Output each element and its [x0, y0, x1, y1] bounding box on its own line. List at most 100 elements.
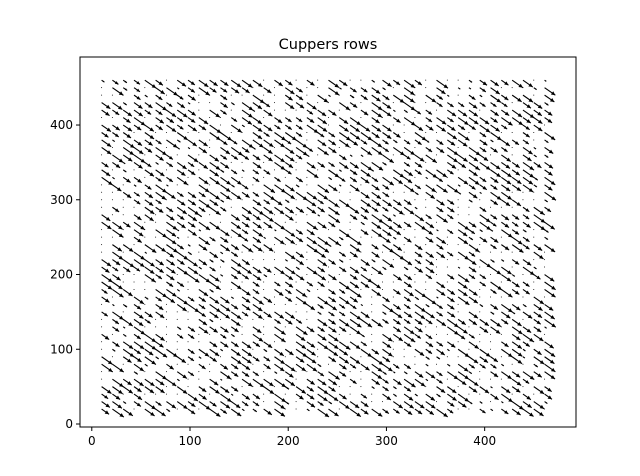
arrow-mark — [209, 408, 221, 418]
arrow-mark — [403, 221, 412, 228]
arrow-mark — [533, 139, 535, 141]
arrow-mark — [349, 408, 362, 418]
arrow-mark — [155, 229, 168, 238]
arrow-mark — [176, 259, 185, 266]
arrow-mark — [403, 131, 405, 133]
arrow-mark — [263, 311, 273, 318]
arrow-mark — [490, 401, 492, 403]
arrow-mark — [263, 169, 271, 175]
arrow-mark — [220, 79, 229, 87]
arrow-mark — [209, 303, 221, 313]
arrow-mark — [274, 356, 286, 365]
arrow-mark — [457, 296, 470, 306]
arrow-mark — [273, 94, 275, 96]
arrow-mark — [447, 401, 455, 407]
arrow-mark — [306, 408, 310, 412]
arrow-mark — [306, 124, 319, 134]
arrow-mark — [306, 191, 318, 200]
arrow-mark — [133, 281, 135, 283]
x-tick-label: 200 — [277, 434, 300, 448]
arrow-mark — [371, 94, 381, 102]
arrow-mark — [382, 318, 389, 325]
arrow-mark — [490, 236, 499, 244]
arrow-mark — [241, 333, 243, 335]
arrow-mark — [511, 259, 520, 265]
arrow-mark — [522, 281, 530, 288]
arrow-mark — [392, 117, 401, 124]
arrow-mark — [522, 124, 530, 131]
arrow-mark — [263, 274, 268, 278]
arrow-mark — [263, 251, 265, 253]
arrow-mark — [220, 333, 227, 339]
arrow-mark — [101, 117, 103, 119]
arrow-mark — [133, 341, 145, 350]
arrow-mark — [112, 87, 124, 96]
arrow-mark — [122, 303, 128, 308]
arrow-mark — [176, 221, 186, 229]
arrow-mark — [209, 296, 220, 305]
arrow-mark — [241, 184, 249, 190]
arrow-mark — [263, 386, 275, 395]
arrow-mark — [392, 393, 397, 397]
arrow-mark — [122, 169, 127, 173]
arrow-mark — [436, 139, 444, 146]
arrow-mark — [295, 393, 304, 400]
arrow-mark — [263, 378, 274, 387]
arrow-mark — [198, 274, 211, 283]
arrow-mark — [295, 371, 297, 373]
arrow-mark — [511, 386, 521, 393]
arrow-mark — [165, 341, 167, 343]
arrow-mark — [317, 281, 325, 288]
arrow-mark — [230, 371, 239, 378]
arrow-mark — [101, 408, 110, 415]
arrow-mark — [155, 139, 162, 145]
arrow-mark — [295, 139, 308, 149]
arrow-mark — [392, 333, 404, 342]
arrow-mark — [468, 206, 470, 208]
arrow-mark — [490, 229, 494, 232]
arrow-mark — [457, 311, 459, 313]
arrow-mark — [263, 124, 273, 132]
arrow-mark — [544, 169, 553, 176]
arrow-mark — [317, 94, 329, 103]
arrow-mark — [436, 191, 438, 193]
arrow-mark — [392, 244, 403, 252]
arrow-mark — [511, 229, 520, 235]
arrow-mark — [457, 109, 468, 117]
arrow-mark — [447, 386, 457, 394]
arrow-mark — [468, 176, 480, 186]
arrow-mark — [220, 348, 224, 352]
arrow-mark — [317, 266, 326, 273]
arrow-mark — [522, 161, 535, 171]
arrow-mark — [295, 356, 305, 363]
arrow-mark — [241, 274, 250, 280]
arrow-mark — [198, 191, 206, 198]
arrow-mark — [166, 378, 177, 387]
arrow-mark — [414, 393, 418, 397]
arrow-mark — [425, 184, 437, 193]
arrow-mark — [457, 79, 459, 81]
arrow-mark — [371, 393, 373, 395]
arrow-mark — [436, 341, 444, 347]
arrow-mark — [317, 221, 327, 229]
arrow-mark — [392, 199, 402, 206]
arrow-mark — [360, 94, 368, 101]
arrow-mark — [155, 117, 165, 124]
arrow-mark — [306, 221, 318, 230]
arrow-mark — [295, 401, 297, 403]
arrow-mark — [533, 326, 542, 333]
arrow-mark — [501, 146, 508, 153]
arrow-mark — [306, 244, 319, 253]
arrow-mark — [382, 281, 384, 283]
arrow-mark — [511, 79, 524, 89]
x-tick-label: 0 — [88, 434, 96, 448]
arrow-mark — [328, 236, 340, 246]
arrow-mark — [306, 176, 308, 178]
arrow-mark — [349, 244, 361, 253]
arrow-mark — [306, 296, 308, 298]
arrow-mark — [490, 326, 501, 335]
arrow-mark — [220, 229, 230, 237]
arrow-mark — [544, 289, 556, 298]
arrow-mark — [371, 146, 383, 156]
arrow-mark — [468, 191, 478, 199]
